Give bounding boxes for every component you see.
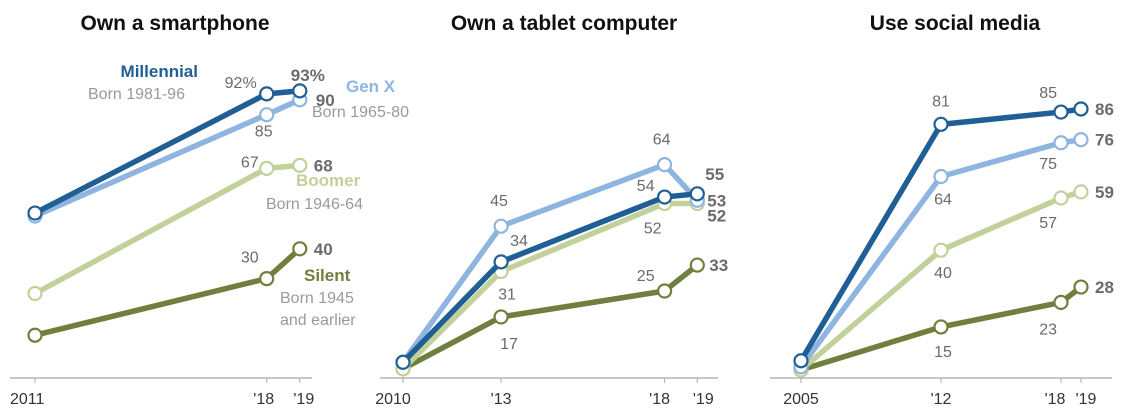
data-point [658, 158, 671, 171]
series-name-label: Boomer [296, 171, 361, 190]
series-name-label: Gen X [346, 77, 396, 96]
chart-panel-3: Use social media 2005 '12 '18 '19 15 23 28 40 57 5… [770, 12, 1114, 408]
data-point [495, 220, 508, 233]
data-point [1075, 185, 1088, 198]
data-label: 45 [490, 193, 508, 210]
data-point [658, 191, 671, 204]
series-name-label: Silent [304, 266, 351, 285]
data-label: 31 [498, 287, 516, 304]
data-label: 85 [1039, 85, 1057, 102]
data-label: 33 [709, 256, 728, 275]
data-label: 23 [1039, 321, 1057, 338]
x-tick-label: '12 [931, 391, 952, 408]
data-label: 17 [500, 336, 518, 353]
data-label: 55 [705, 165, 724, 184]
data-point [29, 329, 42, 342]
data-point [935, 170, 948, 183]
panel-title: Own a tablet computer [451, 12, 677, 35]
x-tick-label: '19 [1076, 391, 1097, 408]
data-point [1055, 192, 1068, 205]
data-label: 40 [934, 265, 952, 282]
data-label: 76 [1095, 131, 1114, 150]
data-point [935, 118, 948, 131]
x-tick-label: '13 [491, 391, 512, 408]
data-point [397, 356, 410, 369]
x-tick-label: '18 [253, 391, 274, 408]
data-point [795, 354, 808, 367]
x-tick-label: 2011 [10, 391, 45, 408]
data-label: 54 [637, 178, 655, 195]
data-label: 28 [1095, 278, 1114, 297]
data-label: 15 [934, 344, 952, 361]
data-label: 53 [707, 191, 726, 210]
series-subtitle-label: Born 1945 [280, 290, 354, 307]
data-point [29, 287, 42, 300]
data-point [691, 259, 704, 272]
data-label: 59 [1095, 183, 1114, 202]
series-line [35, 91, 300, 213]
data-label: 75 [1039, 156, 1057, 173]
data-point [658, 285, 671, 298]
data-point [495, 255, 508, 268]
x-tick-label: 2010 [375, 391, 411, 408]
data-point [691, 187, 704, 200]
data-label: 81 [932, 93, 950, 110]
data-label: 34 [510, 233, 528, 250]
data-label: 52 [644, 221, 662, 238]
x-tick-label: '18 [649, 391, 670, 408]
data-point [1075, 102, 1088, 115]
data-label: 64 [934, 192, 952, 209]
data-point [260, 87, 273, 100]
data-point [1055, 136, 1068, 149]
data-point [1075, 133, 1088, 146]
data-label: 86 [1095, 100, 1114, 119]
data-point [935, 244, 948, 257]
x-tick-label: '19 [693, 391, 714, 408]
data-label: 57 [1039, 215, 1057, 232]
x-tick-label: '18 [1045, 391, 1066, 408]
data-point [260, 108, 273, 121]
data-label: 25 [637, 268, 655, 285]
panel-title: Use social media [870, 12, 1041, 35]
data-label: 85 [255, 124, 273, 141]
data-point [935, 320, 948, 333]
series-name-label: Millennial [121, 62, 198, 81]
data-label: 92% [225, 75, 257, 92]
series-subtitle-label: and earlier [280, 312, 356, 329]
series-gen-x: 45 64 53 [397, 132, 727, 369]
data-label: 40 [314, 240, 333, 259]
data-point [1055, 296, 1068, 309]
data-label: 67 [241, 154, 259, 171]
data-point [293, 159, 306, 172]
data-point [260, 162, 273, 175]
x-tick-label: 2005 [783, 391, 819, 408]
data-point [293, 84, 306, 97]
data-point [29, 207, 42, 220]
series-subtitle-label: Born 1981-96 [88, 86, 185, 103]
data-point [260, 272, 273, 285]
series-subtitle-label: Born 1946-64 [266, 196, 363, 213]
x-tick-label: '19 [293, 391, 314, 408]
series-subtitle-label: Born 1965-80 [312, 104, 409, 121]
data-label: 93% [291, 66, 325, 85]
data-point [1075, 281, 1088, 294]
data-point [1055, 106, 1068, 119]
series-line [35, 165, 300, 293]
series-boomer: 40 57 59 [795, 183, 1114, 377]
series-line [35, 249, 300, 335]
data-label: 30 [241, 250, 259, 267]
data-point [293, 242, 306, 255]
series-boomer: 67 68 [29, 154, 333, 300]
panel-title: Own a smartphone [80, 12, 269, 35]
data-label: 64 [653, 132, 671, 149]
data-point [495, 310, 508, 323]
chart-panel-2: Own a tablet computer 2010 '13 '18 '19 17 25 33… [375, 12, 728, 408]
series-millennial: 34 54 55 [397, 165, 725, 369]
